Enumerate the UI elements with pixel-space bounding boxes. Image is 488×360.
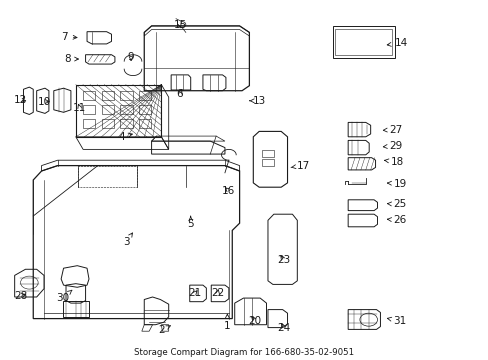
Text: 27: 27 [383, 125, 402, 135]
Text: 16: 16 [222, 186, 235, 196]
Text: Storage Compart Diagram for 166-680-35-02-9051: Storage Compart Diagram for 166-680-35-0… [134, 348, 354, 356]
Text: 3: 3 [122, 233, 132, 247]
Text: 17: 17 [290, 161, 309, 171]
Text: 23: 23 [276, 255, 290, 265]
Text: 8: 8 [64, 54, 78, 64]
Text: 10: 10 [38, 96, 50, 107]
Text: 22: 22 [210, 288, 224, 298]
Text: 6: 6 [176, 89, 183, 99]
Text: 24: 24 [276, 323, 290, 333]
Text: 15: 15 [173, 20, 186, 30]
Text: 31: 31 [386, 316, 406, 326]
Text: 25: 25 [386, 199, 406, 210]
Text: 4: 4 [118, 132, 132, 142]
Text: 29: 29 [383, 141, 402, 151]
Text: 2: 2 [158, 325, 170, 336]
Text: 9: 9 [127, 52, 134, 62]
Text: 21: 21 [187, 288, 201, 298]
Text: 7: 7 [61, 32, 77, 42]
Text: 30: 30 [56, 290, 72, 303]
Text: 12: 12 [14, 95, 27, 105]
Text: 14: 14 [386, 38, 407, 48]
Text: 26: 26 [386, 215, 406, 225]
Text: 5: 5 [187, 216, 194, 229]
Text: 13: 13 [249, 96, 265, 106]
Text: 18: 18 [384, 157, 403, 167]
Text: 1: 1 [224, 314, 230, 331]
Text: 28: 28 [14, 291, 27, 301]
Text: 11: 11 [73, 103, 86, 113]
Text: 19: 19 [386, 179, 406, 189]
Text: 20: 20 [248, 316, 261, 326]
